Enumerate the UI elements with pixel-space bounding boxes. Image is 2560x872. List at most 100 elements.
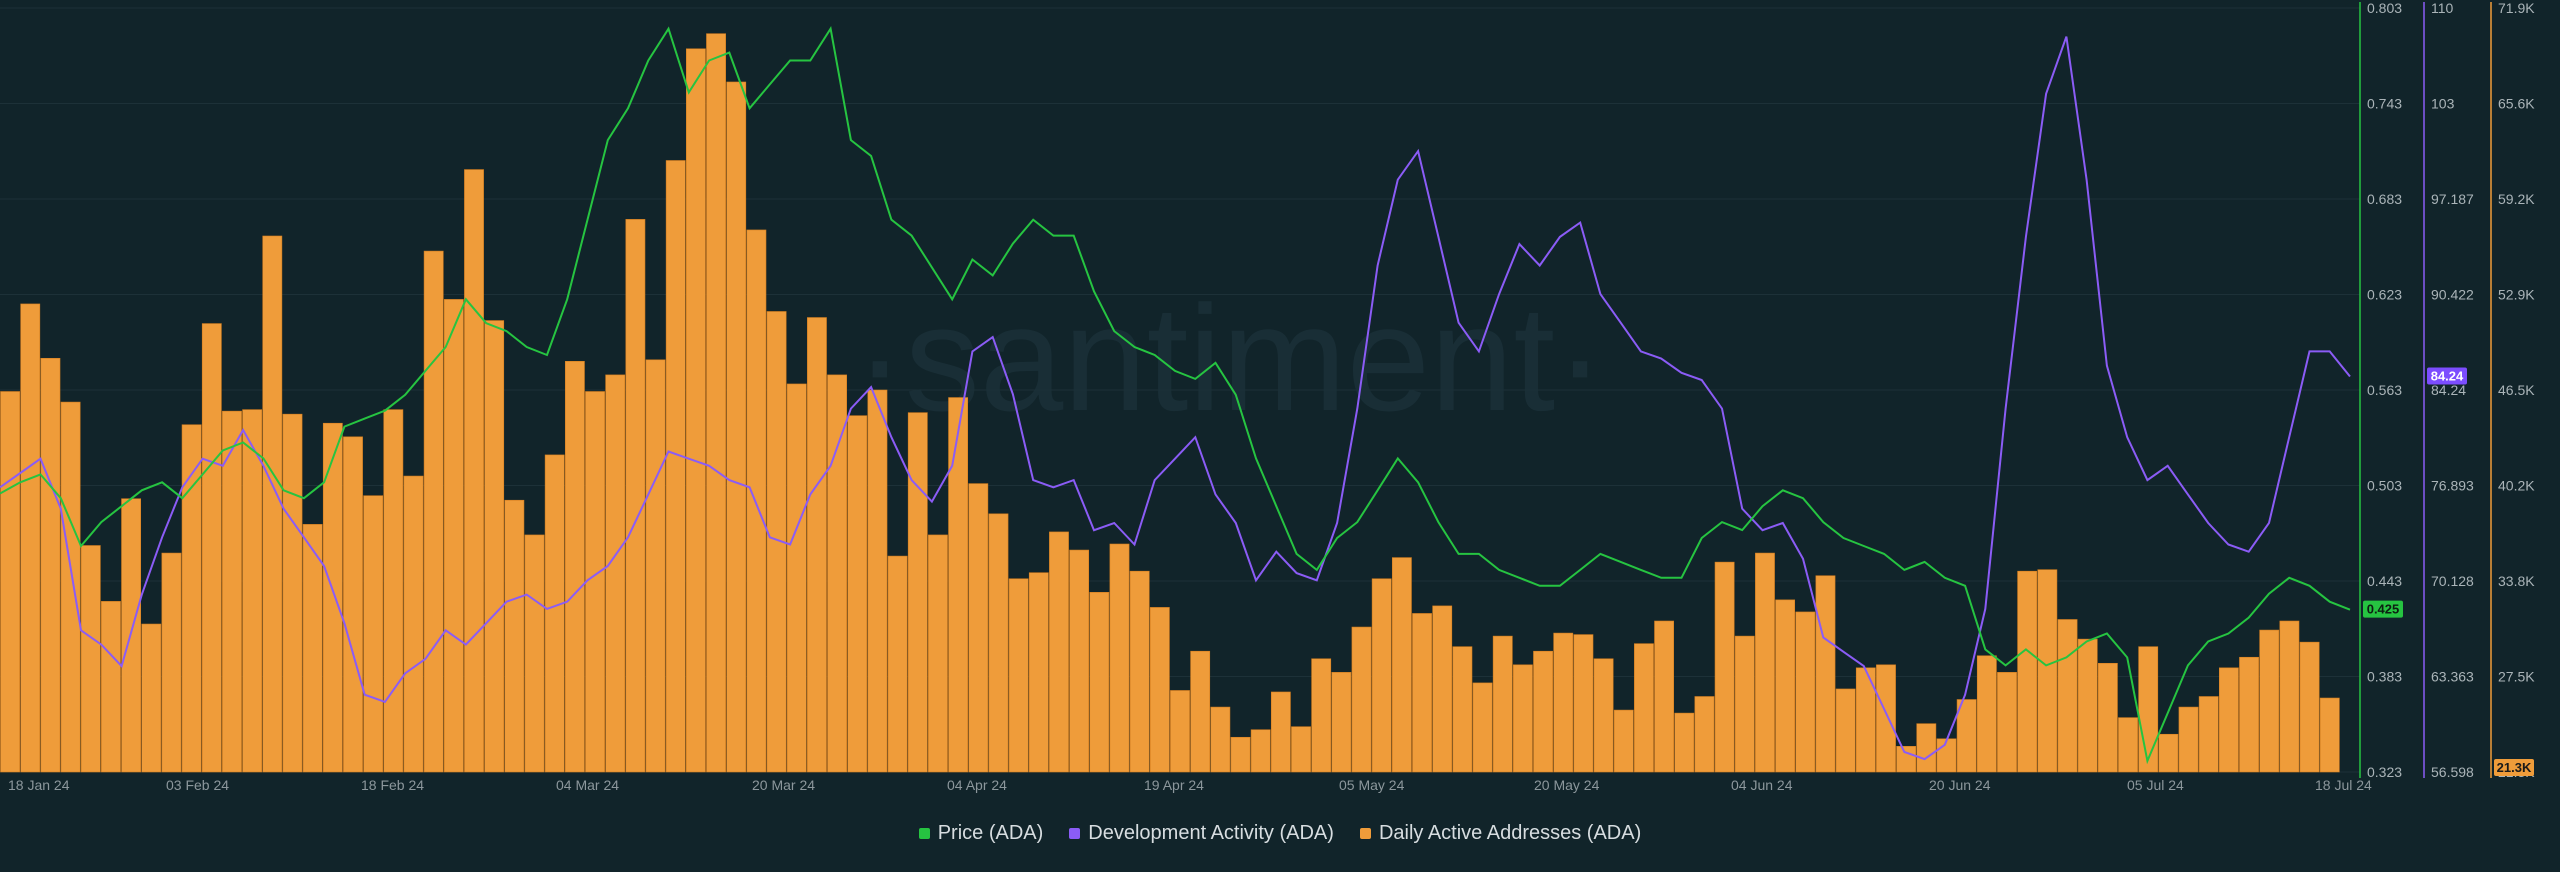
daa-bar (1613, 709, 1634, 773)
daa-bar (1936, 738, 1957, 773)
daa-bar (1714, 561, 1735, 773)
dev-activity-line (0, 36, 2351, 761)
daa-bar (222, 410, 242, 773)
daa-bar (1755, 552, 1775, 773)
daa-bar (2299, 641, 2320, 773)
daa-bar (1513, 664, 1533, 773)
axes-layer: 0.803 0.743 0.683 0.623 0.563 0.503 0.443 0.383… (2359, 0, 2535, 780)
daa-axis-tick-label: 52.9K (2498, 287, 2535, 303)
x-tick-label: 05 May 24 (1339, 777, 1405, 793)
daa-bar (282, 413, 303, 773)
daa-bar (827, 374, 847, 773)
daa-bar (1291, 726, 1311, 773)
daa-bar (1533, 650, 1553, 773)
daa-bar (201, 323, 222, 773)
daa-bar (1492, 635, 1513, 773)
daa-bar (1432, 605, 1453, 773)
daa-bar (1997, 672, 2017, 773)
daa-bar (1008, 578, 1029, 773)
dev-axis-tick-label: 110 (2431, 0, 2454, 16)
daa-bar (40, 357, 61, 773)
daa-axis-tick-label: 46.5K (2498, 382, 2535, 398)
legend: Price (ADA) Development Activity (ADA) Dai… (0, 818, 2560, 848)
daa-bar (564, 361, 585, 773)
daa-bar (1250, 729, 1271, 773)
price-axis-tick-label: 0.623 (2367, 287, 2402, 303)
daa-bar (2279, 620, 2300, 773)
legend-item[interactable]: Price (ADA) (918, 822, 1043, 845)
dev-layer (0, 36, 2351, 761)
daa-bar (1311, 658, 1332, 773)
daa-bar (2178, 706, 2199, 773)
dev-axis-tick-label: 97.187 (2431, 191, 2474, 207)
daa-bar (867, 389, 888, 773)
daa-bar (1674, 712, 1695, 773)
x-tick-label: 20 Mar 24 (752, 777, 815, 793)
daa-bar (1775, 599, 1796, 773)
x-tick-label: 18 Jul 24 (2315, 777, 2372, 793)
daa-bar (1896, 746, 1917, 773)
daa-bar (2017, 570, 2038, 773)
dev-axis-current-badge (2427, 367, 2467, 385)
daa-bar (1573, 634, 1594, 773)
daa-bar (20, 303, 41, 773)
daa-bar (706, 33, 726, 773)
daa-bar (786, 383, 807, 773)
dev-axis-current-value: 84.24 (2431, 369, 2464, 384)
x-tick-label: 20 Jun 24 (1929, 777, 1991, 793)
daa-bar (1109, 543, 1130, 773)
legend-item[interactable]: Daily Active Addresses (ADA) (1359, 822, 1641, 845)
price-axis-current-value: 0.425 (2367, 602, 2400, 617)
daa-bar (585, 391, 605, 773)
daa-bar (948, 397, 969, 773)
daa-bar (1694, 696, 1715, 773)
daa-axis-tick-label: 71.9K (2498, 0, 2535, 16)
daa-bar (988, 513, 1009, 773)
daa-axis-current-value: 21.3K (2497, 760, 2532, 775)
daa-bar (726, 81, 747, 773)
daa-bar (1028, 572, 1049, 773)
daa-bar (1956, 699, 1977, 773)
daa-bar (1634, 643, 1654, 773)
price-axis-tick-label: 0.563 (2367, 382, 2402, 398)
daa-bar (645, 359, 666, 773)
daa-bar (242, 409, 263, 773)
daa-bar (2158, 733, 2179, 773)
daa-axis-tick-label: 65.6K (2498, 96, 2535, 112)
daa-bar (1876, 664, 1896, 773)
daa-bar (2077, 638, 2098, 773)
daa-bar (1331, 672, 1352, 773)
daa-bar (0, 391, 20, 773)
dev-axis-tick-label: 90.422 (2431, 287, 2474, 303)
daa-bar (1472, 682, 1493, 773)
daa-bar (2057, 619, 2078, 773)
daa-axis-tick-label: 33.8K (2498, 573, 2535, 589)
dev-axis-tick-label: 70.128 (2431, 573, 2474, 589)
daa-bar (1210, 706, 1231, 773)
price-axis-current-badge (2363, 600, 2403, 618)
daa-bar (1170, 690, 1190, 773)
daa-bar (161, 552, 182, 773)
daa-bar (1916, 723, 1937, 773)
daa-bar (766, 311, 787, 773)
daa-bar (1835, 688, 1856, 773)
x-tick-label: 19 Apr 24 (1144, 777, 1204, 793)
legend-swatch (1359, 827, 1371, 839)
daa-bar (60, 401, 81, 773)
bars-layer (0, 33, 2340, 773)
daa-bar (887, 555, 908, 773)
daa-axis-tick-label: 40.2K (2498, 478, 2535, 494)
daa-bar (1089, 592, 1110, 773)
legend-label: Development Activity (ADA) (1088, 821, 1334, 844)
daa-bar (1815, 575, 1836, 773)
legend-item[interactable]: Development Activity (ADA) (1069, 822, 1334, 845)
daa-bar (80, 545, 101, 773)
dev-axis-tick-label: 84.24 (2431, 382, 2466, 398)
x-tick-label: 18 Feb 24 (361, 777, 424, 793)
daa-bar (665, 160, 686, 773)
daa-bar (746, 229, 767, 773)
daa-bar (1230, 736, 1251, 773)
daa-bar (262, 235, 283, 773)
